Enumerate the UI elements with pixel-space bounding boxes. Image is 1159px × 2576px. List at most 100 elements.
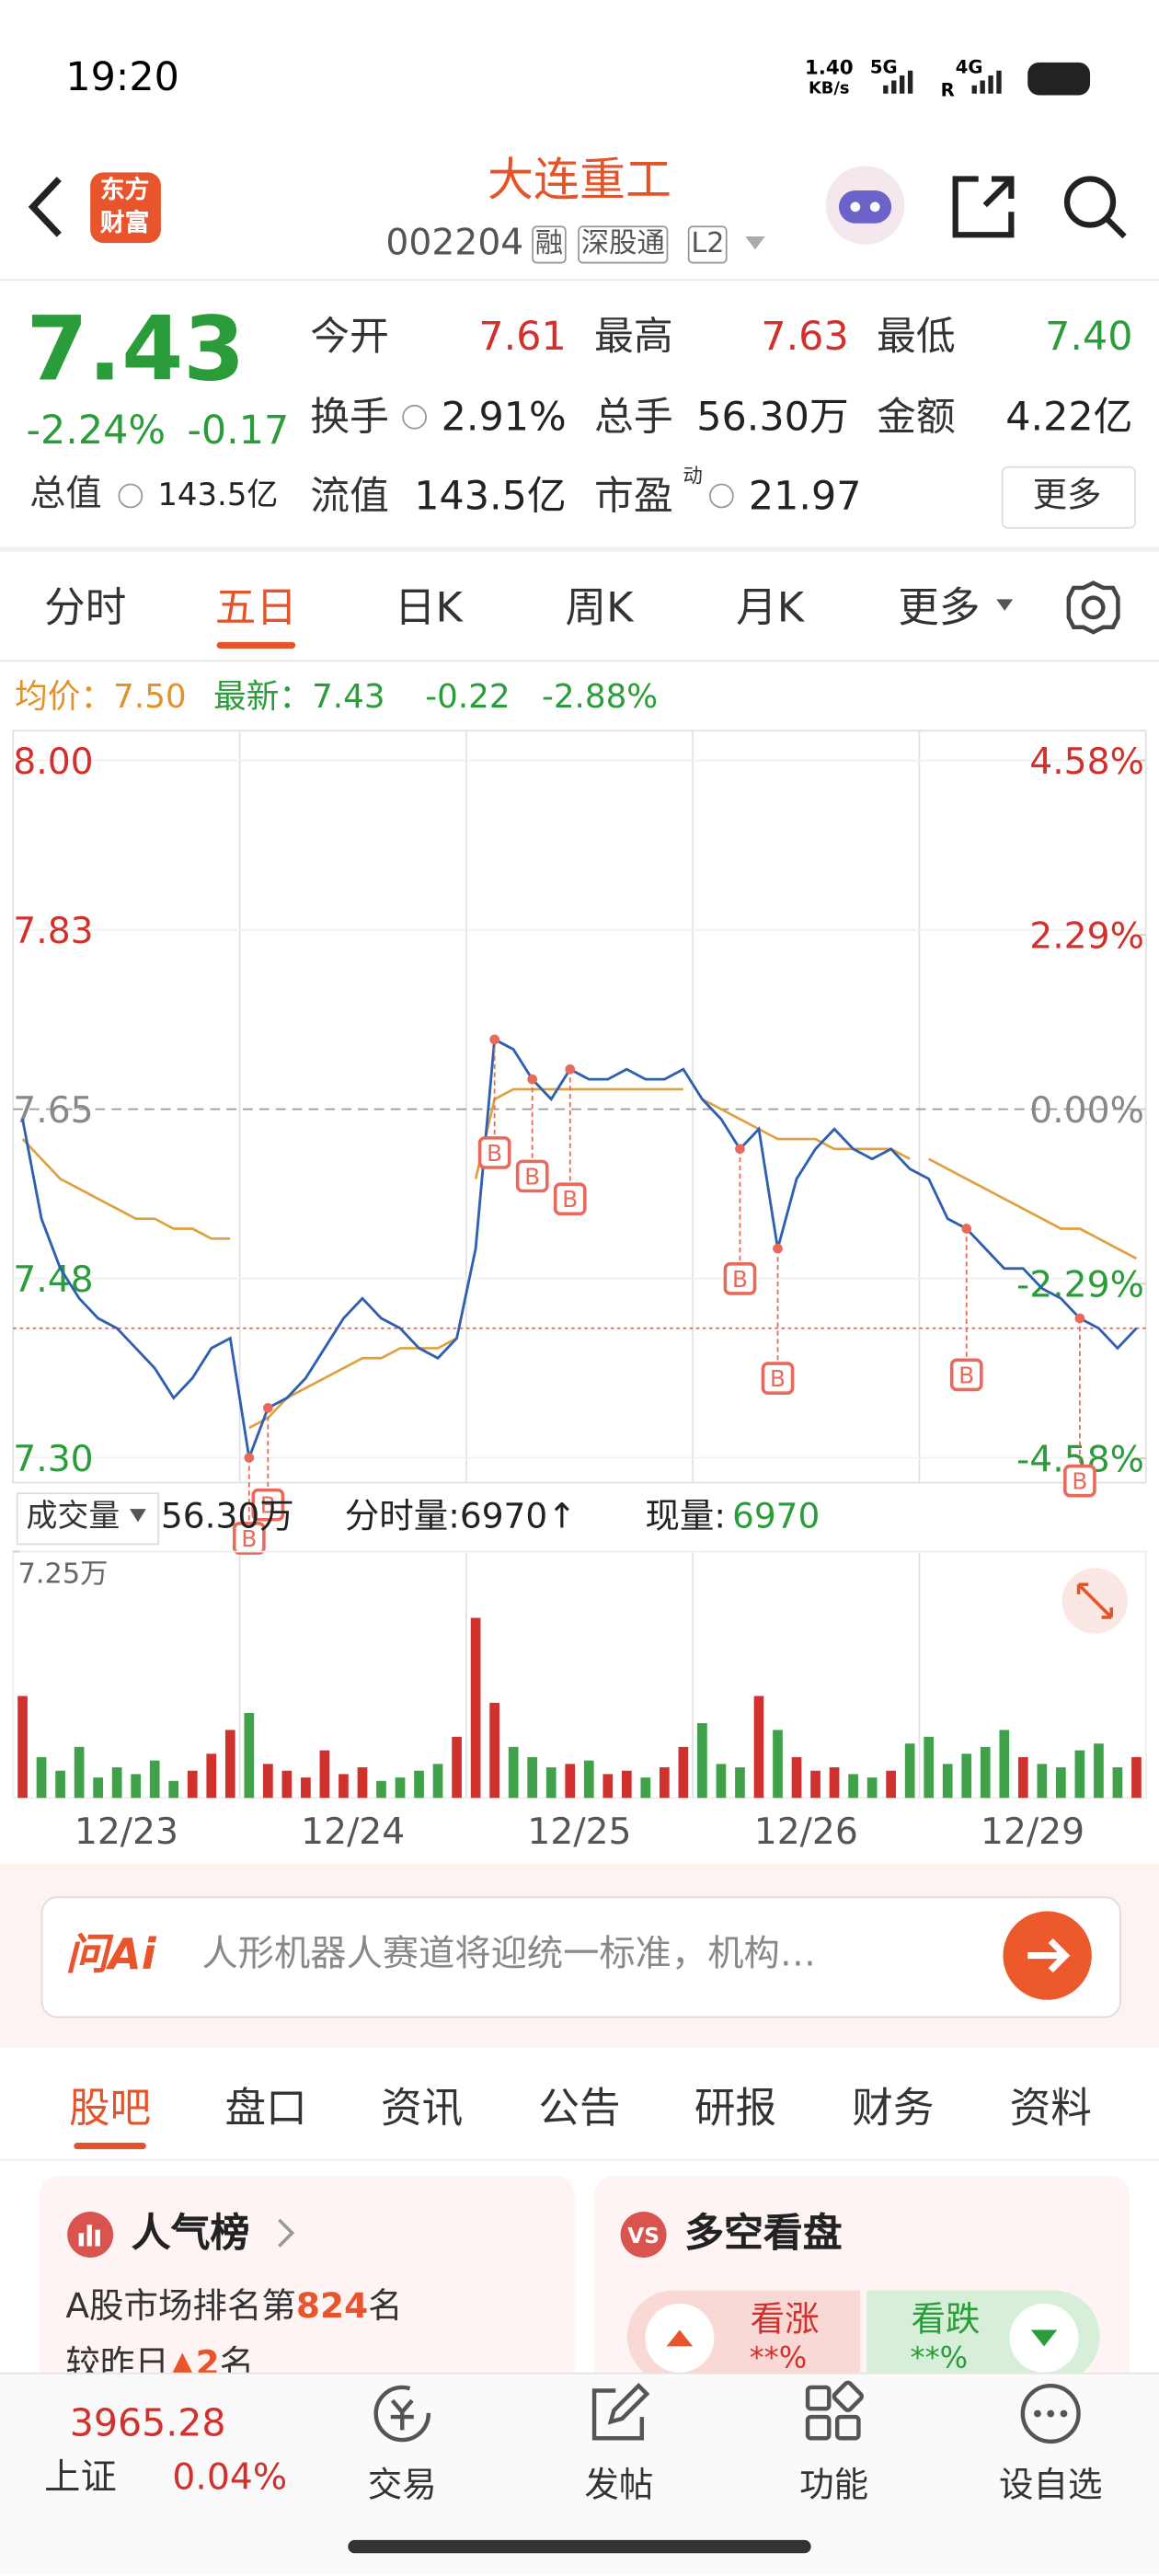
info-icon[interactable] [708, 483, 734, 509]
ai-avatar[interactable] [824, 164, 910, 246]
last-price: 7.43 [26, 297, 246, 401]
section-tab[interactable]: 财务 [852, 2084, 935, 2133]
trade-icon[interactable] [370, 2381, 435, 2446]
section-tab[interactable]: 资料 [1009, 2084, 1092, 2133]
stock-name: 大连重工 [488, 152, 671, 207]
expand-icon [1076, 1582, 1114, 1619]
bear-label: 看跌 [911, 2299, 981, 2340]
function-icon[interactable] [801, 2380, 866, 2446]
dropdown-icon[interactable] [742, 233, 769, 252]
volume-bar [716, 1764, 727, 1799]
index-change: 0.04% [172, 2457, 288, 2500]
field-value: 7.40 [1045, 313, 1133, 360]
section-tab[interactable]: 盘口 [224, 2084, 307, 2133]
post-icon[interactable] [586, 2381, 651, 2446]
volume-bar [942, 1764, 953, 1799]
vs-icon: VS [620, 2211, 667, 2258]
y-tick-label: 7.65 [13, 1090, 93, 1132]
back-button[interactable] [23, 172, 73, 241]
tag: L2 [687, 225, 729, 264]
section-tab[interactable]: 研报 [694, 2084, 777, 2133]
ai-box[interactable] [40, 1896, 1121, 2018]
chart-tab[interactable]: 日K [394, 583, 463, 632]
section-tab[interactable]: 公告 [538, 2084, 621, 2133]
volume-bar [489, 1702, 499, 1799]
avg-price: 均价：7.50 [15, 676, 187, 717]
more-label: 更多 [1032, 475, 1102, 515]
section-tab[interactable]: 资讯 [381, 2084, 464, 2133]
volume-bar [281, 1770, 293, 1799]
ai-send[interactable] [1003, 1911, 1093, 2001]
field-value: 143.5亿 [157, 477, 279, 513]
volume-bar [452, 1736, 462, 1799]
rank-number: 824 [295, 2286, 369, 2327]
volume-selector[interactable] [16, 1492, 160, 1546]
field-label: 金额 [877, 394, 956, 441]
settings-button[interactable] [1063, 578, 1122, 637]
avg-line [248, 1337, 458, 1430]
info-icon[interactable] [402, 404, 428, 430]
trade-badge [553, 1182, 587, 1216]
volume-bar [244, 1712, 255, 1799]
trade-badge [251, 1488, 285, 1522]
trade-badge [949, 1358, 983, 1392]
volume-bar [810, 1770, 820, 1799]
rank-card[interactable] [39, 2175, 575, 2389]
divider [0, 546, 1159, 552]
share-button[interactable] [949, 172, 1018, 241]
info-icon[interactable] [118, 483, 143, 509]
bull-value: **% [749, 2340, 808, 2376]
x-tick-label: 12/26 [754, 1811, 858, 1853]
section-tab[interactable]: 股吧 [68, 2084, 152, 2133]
x-tick-label: 12/29 [981, 1811, 1084, 1853]
field-label: 今开 [310, 313, 389, 360]
chart-tab[interactable]: 更多 [898, 583, 981, 632]
ai-logo: 问Ai [65, 1930, 156, 1981]
field-value: 7.63 [761, 313, 849, 360]
volume-bar [829, 1767, 840, 1799]
search-button[interactable] [1061, 172, 1130, 241]
volume-bar [753, 1696, 764, 1799]
dropdown-icon[interactable] [995, 598, 1015, 615]
volume-bar [904, 1743, 915, 1799]
y2-tick-label: 4.58% [1029, 742, 1144, 783]
field-sup: 动 [683, 465, 703, 489]
volume-bar [168, 1780, 179, 1799]
net-unit: KB/s [808, 80, 850, 99]
trade-dot [773, 1243, 783, 1254]
trade-dot [489, 1034, 499, 1045]
chart-tab[interactable]: 分时 [44, 583, 127, 632]
y2-tick-label: 2.29% [1029, 915, 1144, 957]
volume-bar [93, 1777, 103, 1799]
volume-bar [1017, 1756, 1028, 1799]
volume-bar [660, 1767, 670, 1799]
volume-bar [527, 1756, 538, 1799]
trade-dot [244, 1453, 255, 1463]
chart-tab[interactable]: 月K [736, 583, 804, 632]
field-label: 最低 [877, 313, 956, 360]
avg-line [928, 1157, 1138, 1260]
index-value[interactable]: 3965.28 [69, 2402, 226, 2446]
x-tick-label: 12/23 [75, 1811, 178, 1853]
volume-bar [508, 1746, 519, 1799]
field-label: 总值 [29, 474, 102, 516]
field-label: 总手 [594, 394, 673, 441]
more-button[interactable] [1001, 466, 1137, 529]
volume-bar [301, 1777, 311, 1799]
trade-badge [1063, 1464, 1096, 1498]
trade-badge [232, 1522, 266, 1555]
field-value: 56.30万 [696, 394, 849, 441]
volume-bar [1094, 1743, 1104, 1799]
volume-bar [111, 1767, 122, 1799]
chart-tab[interactable]: 五日 [214, 583, 298, 632]
chart-tab[interactable]: 周K [565, 583, 634, 632]
watchlist-icon[interactable] [1018, 2381, 1084, 2446]
ai-prompt: 人形机器人赛道将迎统一标准，机构… [201, 1934, 817, 1975]
trade-dot [527, 1074, 538, 1085]
volume-bar [924, 1736, 935, 1799]
volume-bar [149, 1760, 160, 1799]
volume-bar [187, 1770, 198, 1799]
stock-code: 002204 [385, 223, 524, 265]
five-day-chart: 8.00 7.83 7.65 7.48 7.30 4.58% 2.29% 0.00% -2.29… [12, 730, 1147, 1853]
